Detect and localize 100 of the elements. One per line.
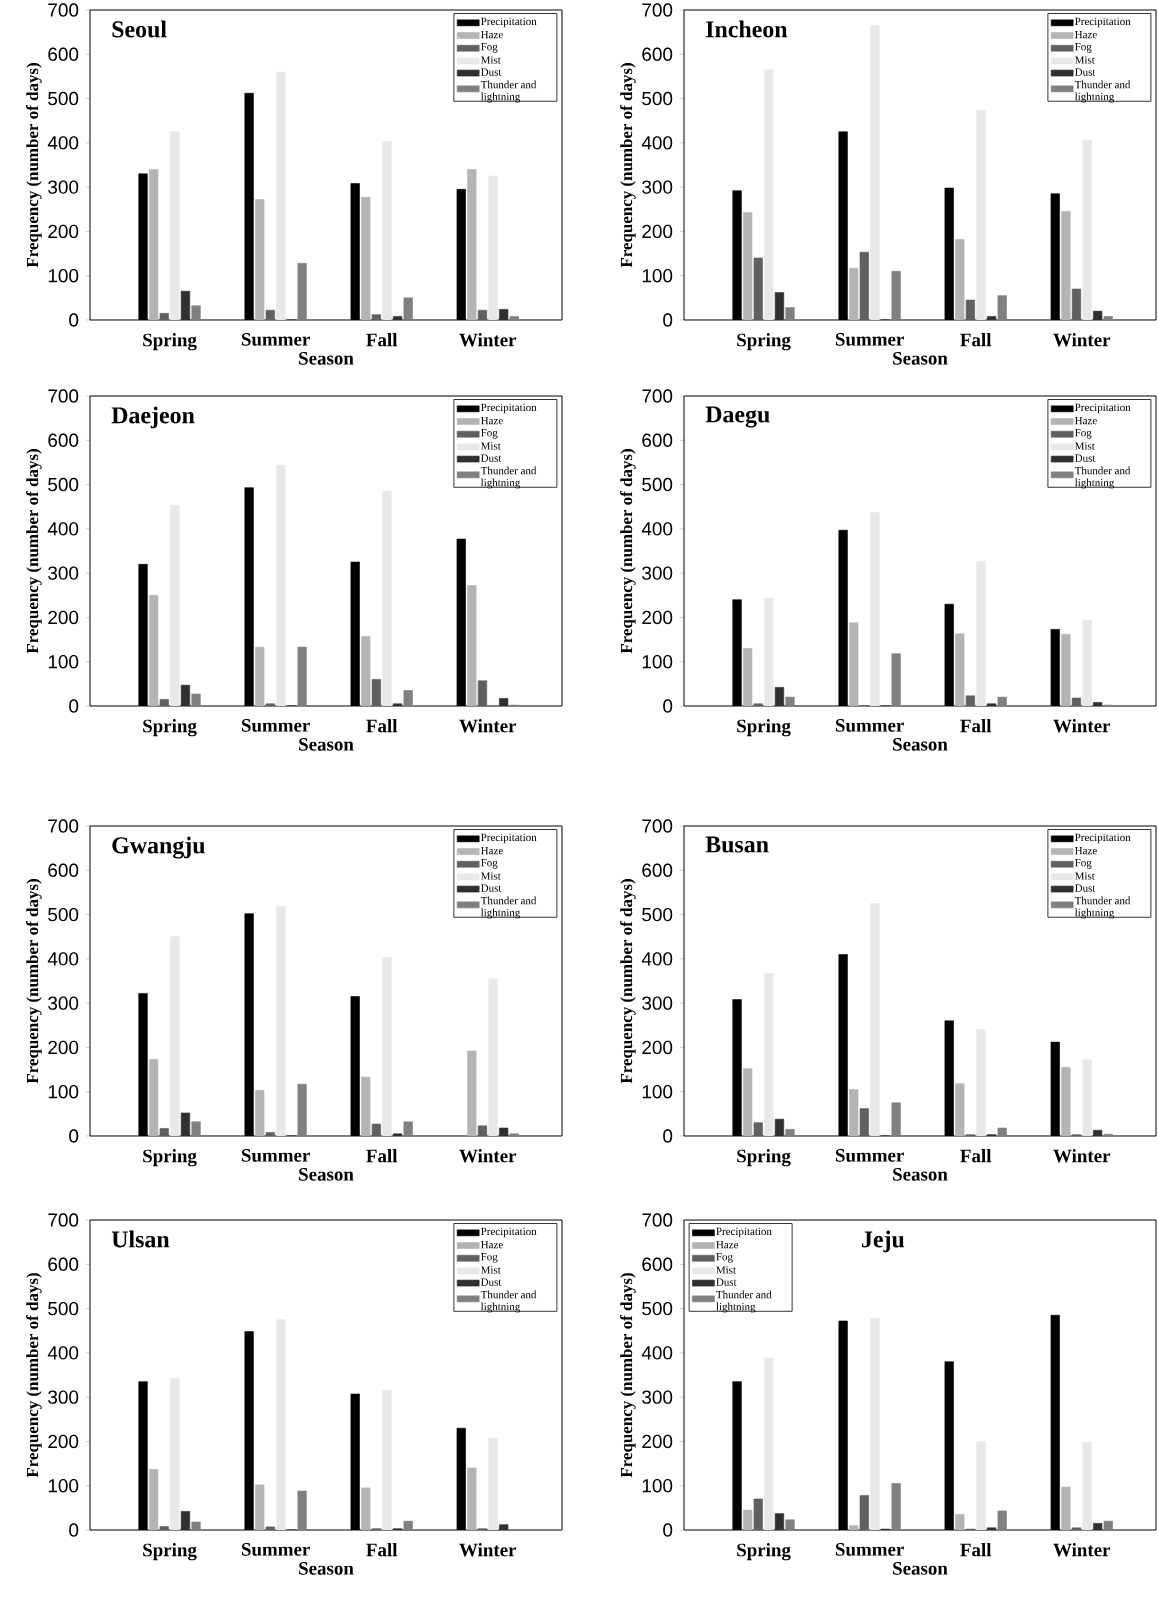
chart-title: Daegu <box>705 406 770 428</box>
y-axis-title: Frequency (number of days) <box>620 1273 636 1478</box>
x-axis-title: Season <box>299 352 354 365</box>
y-tick-label: 400 <box>47 522 79 536</box>
bar <box>159 699 169 706</box>
bar <box>743 648 753 706</box>
y-tick-label: 100 <box>642 655 673 669</box>
bar <box>1061 211 1071 320</box>
y-tick-label: 400 <box>641 136 673 150</box>
bar <box>467 585 477 706</box>
y-tick-label: 400 <box>641 522 673 536</box>
bar <box>849 1089 859 1136</box>
x-axis-title: Season <box>299 1168 354 1181</box>
bar <box>955 1083 965 1136</box>
x-tick-label: Summer <box>835 719 904 732</box>
y-tick-label: 0 <box>69 699 79 713</box>
x-tick-label: Fall <box>366 1149 398 1163</box>
x-tick-label: Fall <box>960 1149 992 1163</box>
bar <box>488 978 498 1136</box>
y-axis-title: Frequency (number of days) <box>26 879 42 1084</box>
bar <box>403 297 413 320</box>
y-tick-label: 500 <box>48 91 79 106</box>
y-axis-title: Frequency (number of days) <box>26 63 42 268</box>
x-tick-label: Summer <box>241 1149 310 1162</box>
bar <box>955 239 965 320</box>
bar <box>361 197 371 320</box>
y-tick-label: 500 <box>48 477 79 492</box>
bar <box>467 1050 477 1136</box>
x-axis-title: Season <box>299 1562 354 1575</box>
y-tick-label: 200 <box>48 1434 79 1449</box>
bar <box>297 646 307 706</box>
bar <box>785 696 795 706</box>
bar <box>891 270 901 320</box>
bar <box>149 1059 159 1136</box>
y-tick-label: 0 <box>663 313 673 327</box>
chart-title: Gwangju <box>112 836 205 859</box>
y-tick-label: 600 <box>642 863 673 877</box>
bar <box>361 636 371 706</box>
bar <box>149 594 159 706</box>
y-tick-label: 500 <box>642 477 673 492</box>
bar <box>870 903 880 1136</box>
chart-title: Daejeon <box>111 406 195 429</box>
y-tick-label: 700 <box>48 1213 79 1227</box>
bar <box>976 1029 986 1136</box>
x-tick-label: Fall <box>960 333 992 347</box>
x-axis-title: Season <box>299 738 354 751</box>
x-tick-label: Spring <box>737 1543 791 1561</box>
x-tick-label: Summer <box>241 719 310 732</box>
chart-title: Busan <box>705 836 769 853</box>
y-tick-label: 100 <box>48 1479 79 1493</box>
bar <box>764 69 774 320</box>
y-tick-label: 100 <box>48 1085 79 1099</box>
y-tick-label: 300 <box>642 996 673 1010</box>
y-tick-label: 600 <box>48 47 79 61</box>
y-tick-label: 100 <box>642 269 673 283</box>
x-tick-label: Winter <box>459 1543 517 1557</box>
y-tick-label: 100 <box>642 1085 673 1099</box>
y-tick-label: 300 <box>48 1390 79 1404</box>
y-tick-label: 0 <box>663 1129 673 1143</box>
bar <box>870 512 880 706</box>
y-tick-label: 700 <box>642 819 673 833</box>
bar <box>170 505 180 706</box>
y-tick-label: 500 <box>642 907 673 922</box>
bar <box>1082 140 1092 320</box>
bar <box>382 490 392 706</box>
bar <box>891 653 901 706</box>
bar <box>403 690 413 706</box>
y-tick-label: 200 <box>642 1434 673 1449</box>
bar <box>1061 633 1071 706</box>
x-tick-label: Winter <box>1053 719 1111 733</box>
x-tick-label: Winter <box>1053 1149 1111 1163</box>
y-tick-label: 600 <box>642 1257 673 1271</box>
y-axis-title: Frequency (number of days) <box>26 449 42 654</box>
y-tick-label: 700 <box>642 1213 673 1227</box>
bar <box>371 679 381 706</box>
y-tick-label: 200 <box>642 610 673 625</box>
bar <box>276 465 286 706</box>
y-tick-label: 300 <box>48 566 79 580</box>
x-tick-label: Fall <box>960 1543 992 1557</box>
bar <box>255 646 265 706</box>
bar <box>170 936 180 1136</box>
bar <box>743 1068 753 1136</box>
y-tick-label: 200 <box>642 224 673 239</box>
y-axis-title: Frequency (number of days) <box>620 879 636 1084</box>
x-tick-label: Spring <box>143 333 197 351</box>
x-tick-label: Winter <box>459 719 517 733</box>
bar <box>849 267 859 320</box>
y-tick-label: 300 <box>642 1390 673 1404</box>
bar <box>870 25 880 320</box>
x-tick-label: Winter <box>459 333 517 347</box>
x-tick-label: Spring <box>737 719 791 737</box>
chart-title: Seoul <box>112 20 167 38</box>
bar <box>785 1129 795 1136</box>
x-tick-label: Summer <box>835 1149 904 1162</box>
y-tick-label: 500 <box>642 91 673 106</box>
y-tick-label: 600 <box>48 433 79 447</box>
y-tick-label: 600 <box>642 433 673 447</box>
x-tick-label: Spring <box>143 1149 197 1167</box>
bar <box>191 305 201 320</box>
x-tick-label: Fall <box>366 719 398 733</box>
